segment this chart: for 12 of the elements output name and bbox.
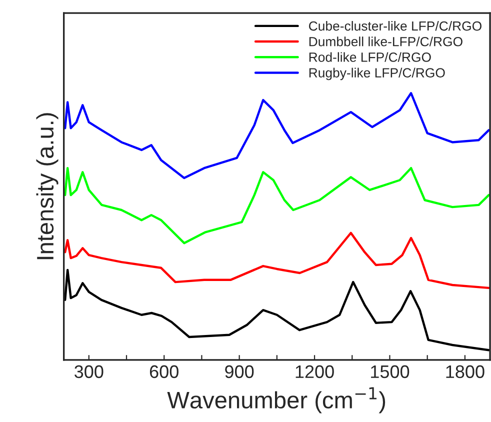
x-tick-label: 1800	[446, 365, 484, 378]
x-tick-label: 600	[150, 365, 178, 378]
x-tick-label: 1500	[371, 365, 410, 378]
legend-label: Rugby-like LFP/C/RGO	[309, 68, 445, 80]
x-axis-title: Wavenumber (cm$^{−1}$)	[167, 387, 386, 414]
y-axis-title: Intensity (a.u.)	[36, 113, 58, 260]
x-tick-label: 1200	[296, 365, 334, 378]
legend-label: Dumbbell like-LFP/C/RGO	[309, 36, 462, 46]
x-tick-label: 300	[74, 365, 104, 378]
x-tick-label: 900	[225, 365, 254, 378]
legend-label: Rod-like LFP/C/RGO	[309, 52, 431, 62]
legend-label: Cube-cluster-like LFP/C/RGO	[309, 21, 482, 31]
